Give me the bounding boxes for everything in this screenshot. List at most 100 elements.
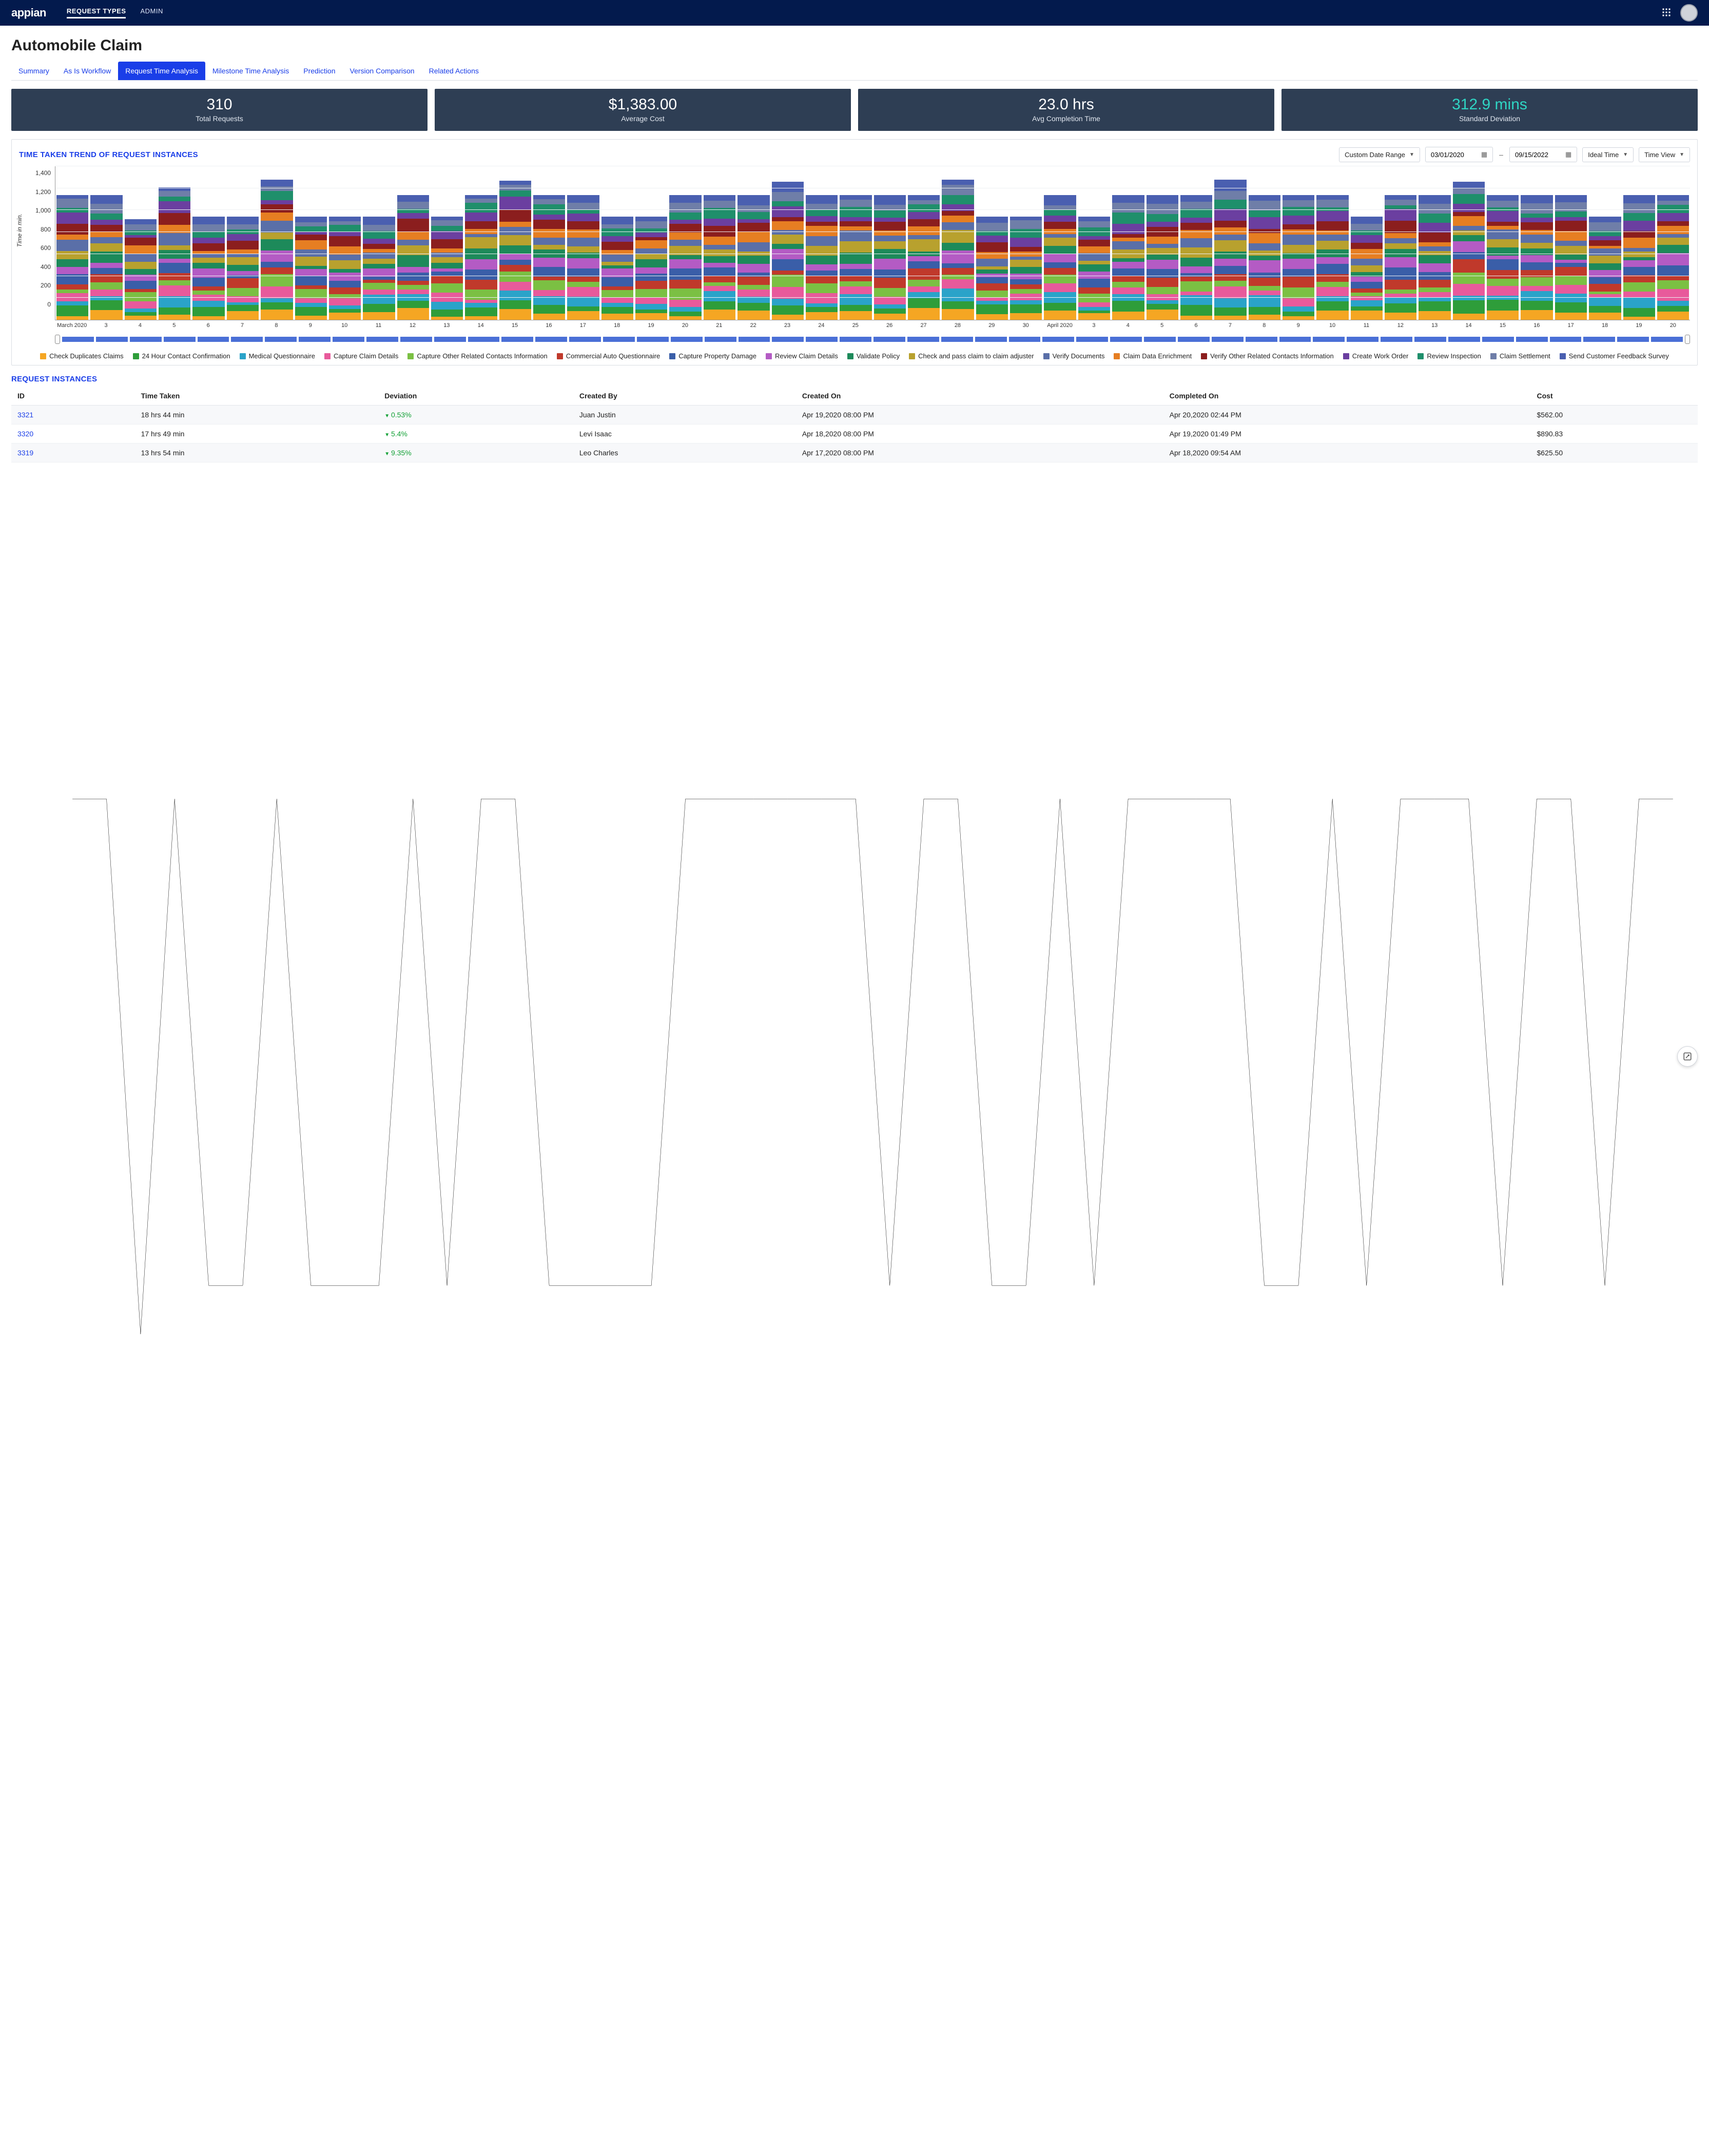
bar-column[interactable] (1078, 217, 1110, 320)
bar-column[interactable] (704, 195, 735, 320)
sub-tab[interactable]: Version Comparison (343, 62, 422, 80)
table-row[interactable]: 331913 hrs 54 min9.35%Leo CharlesApr 17,… (11, 444, 1698, 463)
bar-column[interactable] (261, 180, 293, 320)
row-id-link[interactable]: 3321 (17, 411, 33, 419)
legend-item[interactable]: Verify Other Related Contacts Informatio… (1201, 352, 1334, 360)
table-header-cell[interactable]: Cost (1531, 387, 1698, 406)
help-float-button[interactable] (1677, 1046, 1698, 1067)
bar-column[interactable] (1555, 195, 1587, 320)
legend-item[interactable]: Verify Documents (1043, 352, 1105, 360)
legend-item[interactable]: Capture Property Damage (669, 352, 756, 360)
bar-column[interactable] (397, 195, 429, 320)
range-handle-left[interactable] (55, 335, 60, 344)
bar-column[interactable] (1351, 217, 1383, 320)
sub-tab[interactable]: Summary (11, 62, 56, 80)
legend-item[interactable]: Commercial Auto Questionnaire (557, 352, 661, 360)
legend-item[interactable]: Check Duplicates Claims (40, 352, 124, 360)
bar-column[interactable] (499, 181, 531, 320)
sub-tab[interactable]: Request Time Analysis (118, 62, 205, 80)
table-row[interactable]: 332017 hrs 49 min5.4%Levi IsaacApr 18,20… (11, 425, 1698, 444)
legend-item[interactable]: Review Inspection (1417, 352, 1481, 360)
bar-column[interactable] (737, 195, 769, 320)
legend-item[interactable]: Claim Data Enrichment (1114, 352, 1192, 360)
bar-column[interactable] (1589, 217, 1621, 320)
legend-item[interactable]: Medical Questionnaire (240, 352, 315, 360)
range-handle-right[interactable] (1685, 335, 1690, 344)
legend-item[interactable]: Create Work Order (1343, 352, 1409, 360)
table-header-cell[interactable]: Deviation (378, 387, 573, 406)
legend-item[interactable]: Capture Other Related Contacts Informati… (407, 352, 547, 360)
legend-item[interactable]: Capture Claim Details (324, 352, 398, 360)
legend-item[interactable]: Review Claim Details (766, 352, 838, 360)
bar-column[interactable] (1385, 195, 1416, 320)
bar-column[interactable] (533, 195, 565, 320)
legend-item[interactable]: Claim Settlement (1490, 352, 1550, 360)
ideal-time-dropdown[interactable]: Ideal Time ▼ (1582, 147, 1634, 162)
range-slider[interactable] (19, 332, 1690, 347)
date-to-input[interactable]: ▦ (1509, 147, 1577, 162)
bar-column[interactable] (1487, 195, 1519, 320)
bar-column[interactable] (125, 219, 157, 320)
bar-column[interactable] (840, 195, 871, 320)
table-header-cell[interactable]: Created By (573, 387, 796, 406)
sub-tab[interactable]: Related Actions (422, 62, 486, 80)
bar-column[interactable] (1521, 195, 1552, 320)
table-header-cell[interactable]: Completed On (1163, 387, 1531, 406)
bar-column[interactable] (227, 217, 259, 320)
bar-column[interactable] (1316, 195, 1348, 320)
table-row[interactable]: 332118 hrs 44 min0.53%Juan JustinApr 19,… (11, 406, 1698, 425)
legend-item[interactable]: Validate Policy (847, 352, 900, 360)
bar-column[interactable] (90, 195, 122, 320)
topnav-item[interactable]: REQUEST TYPES (67, 7, 126, 18)
bar-column[interactable] (56, 195, 88, 320)
apps-grid-icon[interactable] (1662, 8, 1671, 18)
date-to-field[interactable] (1515, 151, 1561, 159)
bar-column[interactable] (908, 195, 940, 320)
bar-column[interactable] (601, 217, 633, 320)
row-id-link[interactable]: 3320 (17, 430, 33, 438)
topnav-item[interactable]: ADMIN (140, 7, 163, 18)
legend-item[interactable]: 24 Hour Contact Confirmation (133, 352, 230, 360)
avatar[interactable] (1680, 4, 1698, 22)
sub-tab[interactable]: As Is Workflow (56, 62, 118, 80)
date-from-field[interactable] (1431, 151, 1477, 159)
bar-column[interactable] (942, 180, 974, 320)
date-range-dropdown[interactable]: Custom Date Range ▼ (1339, 147, 1420, 162)
bar-column[interactable] (192, 217, 224, 320)
sub-tab[interactable]: Milestone Time Analysis (205, 62, 296, 80)
table-header-cell[interactable]: Created On (796, 387, 1163, 406)
bar-column[interactable] (1623, 195, 1655, 320)
time-view-dropdown[interactable]: Time View ▼ (1639, 147, 1690, 162)
bar-column[interactable] (1010, 217, 1042, 320)
bar-column[interactable] (1419, 195, 1450, 320)
bar-column[interactable] (1453, 182, 1485, 320)
bar-column[interactable] (295, 217, 327, 320)
bar-column[interactable] (1657, 195, 1689, 320)
legend-item[interactable]: Check and pass claim to claim adjuster (909, 352, 1034, 360)
bar-column[interactable] (772, 182, 804, 320)
bar-column[interactable] (874, 195, 906, 320)
bar-column[interactable] (806, 195, 838, 320)
row-id-link[interactable]: 3319 (17, 449, 33, 457)
bar-column[interactable] (1044, 195, 1076, 320)
bar-column[interactable] (1249, 195, 1280, 320)
bar-column[interactable] (329, 217, 361, 320)
table-header-cell[interactable]: ID (11, 387, 135, 406)
bar-column[interactable] (1112, 195, 1144, 320)
bar-column[interactable] (1147, 195, 1178, 320)
bar-column[interactable] (1214, 180, 1246, 320)
bar-column[interactable] (1180, 195, 1212, 320)
table-header-cell[interactable]: Time Taken (135, 387, 379, 406)
bar-column[interactable] (669, 195, 701, 320)
date-from-input[interactable]: ▦ (1425, 147, 1493, 162)
bar-column[interactable] (431, 217, 463, 320)
bar-column[interactable] (976, 217, 1008, 320)
bar-column[interactable] (465, 195, 497, 320)
bar-column[interactable] (635, 217, 667, 320)
bar-column[interactable] (567, 195, 599, 320)
bar-segment (295, 226, 327, 232)
sub-tab[interactable]: Prediction (296, 62, 342, 80)
legend-item[interactable]: Send Customer Feedback Survey (1560, 352, 1669, 360)
bar-column[interactable] (363, 217, 395, 320)
bar-column[interactable] (1283, 195, 1314, 320)
